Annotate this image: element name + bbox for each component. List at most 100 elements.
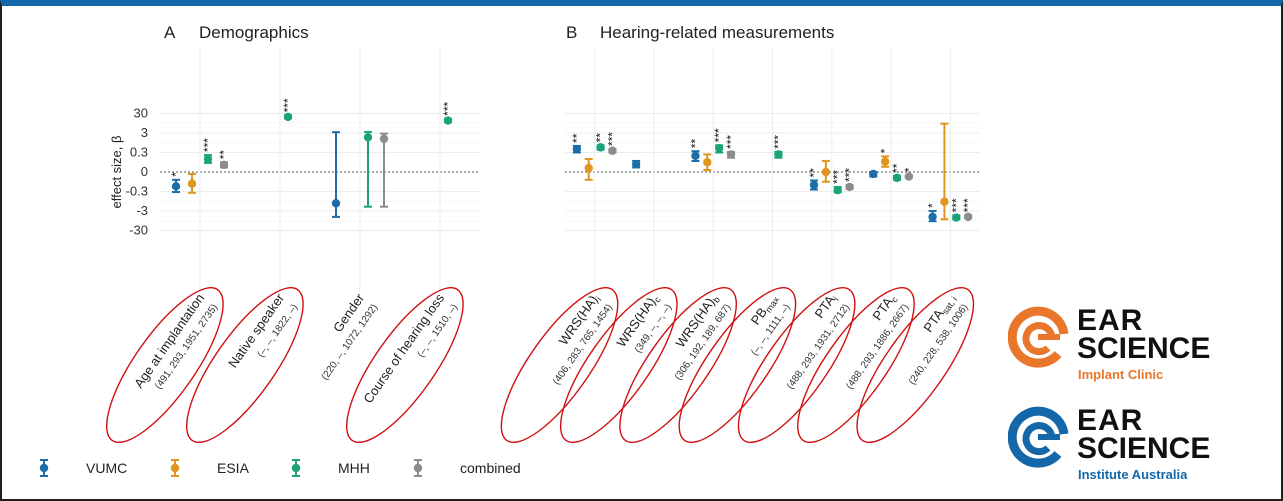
significance-label: ***	[724, 135, 738, 149]
legend-item-mhh: MHH	[291, 459, 370, 477]
point-marker	[703, 158, 712, 167]
y-tick-label: 0.3	[130, 145, 148, 160]
highlight-ellipse	[619, 287, 738, 444]
point-marker	[363, 133, 373, 142]
logo-implant-clinic: EAR SCIENCE Implant Clinic	[1000, 290, 1260, 385]
legend-label: MHH	[338, 460, 370, 476]
point-marker	[219, 160, 229, 170]
point-marker	[904, 172, 914, 181]
point-marker	[869, 169, 878, 179]
significance-label: **	[688, 139, 702, 149]
point-marker	[584, 163, 593, 173]
panel-a-title: Demographics	[199, 23, 309, 42]
logo-implant-line2: SCIENCE	[1077, 332, 1211, 365]
point-vumc: **	[807, 168, 821, 191]
point-marker	[608, 146, 617, 155]
significance-label: **	[217, 150, 231, 160]
highlight-ellipse	[678, 287, 797, 444]
panel-b-letter: B	[566, 23, 577, 42]
point-marker	[171, 182, 181, 191]
marks: ********* ***** ***** ******** ***** ********…	[169, 98, 975, 223]
legend-label: ESIA	[217, 460, 250, 476]
point-vumc	[869, 169, 878, 179]
significance-label: **	[594, 133, 608, 143]
point-esia	[703, 153, 712, 172]
significance-label: ***	[281, 98, 295, 112]
x-tick-label: WRS(HA)b(306, 192, 189, 687)	[619, 287, 738, 444]
x-labels: Age at implantation(491, 293, 1951, 2735…	[105, 287, 975, 444]
point-marker	[726, 150, 736, 159]
y-tick-label: 0	[141, 164, 148, 179]
significance-label: ***	[949, 198, 963, 212]
point-mhh: **	[890, 163, 904, 183]
point-marker	[963, 212, 973, 222]
point-mhh	[363, 130, 373, 208]
point-marker	[833, 186, 842, 195]
point-mhh: ***	[949, 198, 963, 222]
point-esia	[187, 172, 197, 194]
highlight-ellipse	[345, 287, 464, 444]
point-mhh: ***	[201, 138, 215, 164]
logo-implant-sub: Implant Clinic	[1078, 367, 1164, 382]
point-vumc: **	[688, 139, 702, 162]
highlight-ellipse	[105, 287, 224, 444]
point-marker	[952, 213, 961, 222]
point-mhh: ***	[712, 128, 726, 154]
point-esia	[821, 159, 831, 183]
point-marker	[596, 143, 605, 152]
point-marker	[203, 154, 213, 164]
panel-b-title: Hearing-related measurements	[600, 23, 834, 42]
logo-institute-line1: EAR	[1077, 404, 1144, 437]
point-mhh: ***	[771, 135, 785, 159]
point-combined: ***	[724, 135, 738, 159]
point-combined: **	[217, 150, 231, 170]
point-mhh: ***	[831, 170, 845, 195]
x-tick-label: Gender(220, –, 1072, 1292)	[320, 290, 381, 382]
point-mhh: ***	[281, 98, 295, 122]
point-marker	[572, 144, 582, 154]
x-tick-label: WRS(HA)i(406, 283, 765, 1454)	[500, 287, 619, 444]
y-tick-label: -0.3	[126, 184, 148, 199]
y-tick-label: -3	[136, 203, 148, 218]
legend-marker	[413, 463, 423, 473]
point-marker	[443, 116, 453, 125]
logo-institute-line2: SCIENCE	[1077, 432, 1211, 465]
logos: EAR SCIENCE Implant Clinic EAR SCIENCE I…	[1000, 290, 1260, 490]
point-vumc: *	[169, 172, 183, 194]
highlight-ellipse	[737, 287, 856, 444]
highlight-ellipse	[856, 287, 975, 444]
legend-label: VUMC	[86, 460, 127, 476]
panel-a: A Demographics	[164, 23, 309, 42]
legend-item-esia: ESIA	[170, 459, 250, 477]
highlight-ellipse	[185, 287, 304, 444]
point-marker	[809, 180, 819, 190]
highlight-ellipse	[797, 287, 915, 444]
point-combined: ***	[843, 168, 857, 192]
point-marker	[821, 167, 831, 177]
logo-institute-sub: Institute Australia	[1078, 467, 1188, 482]
legend: VUMC ESIA MHH combined	[39, 459, 521, 477]
point-marker	[928, 212, 937, 222]
point-esia	[940, 122, 949, 221]
point-marker	[691, 151, 700, 160]
x-tick-label: PTAi(488, 293, 1931, 2712)	[737, 287, 856, 444]
significance-label: *	[169, 172, 183, 177]
point-combined: ***	[605, 132, 619, 155]
legend-marker	[170, 463, 180, 473]
point-marker	[187, 179, 197, 188]
logo-implant-line1: EAR	[1077, 304, 1144, 337]
highlight-ellipse	[500, 287, 619, 444]
point-marker	[880, 157, 890, 166]
point-vumc	[331, 131, 341, 218]
y-ticks: 30 3 0.3 0 -0.3 -3 -30	[126, 106, 148, 238]
point-combined	[379, 132, 389, 208]
point-marker	[283, 112, 293, 122]
significance-label: ***	[712, 128, 726, 142]
point-marker	[774, 150, 783, 159]
legend-label: combined	[460, 460, 521, 476]
significance-label: ***	[771, 135, 785, 149]
ear-logo-icon	[1008, 306, 1069, 368]
logo-institute: EAR SCIENCE Institute Australia	[1000, 390, 1260, 485]
